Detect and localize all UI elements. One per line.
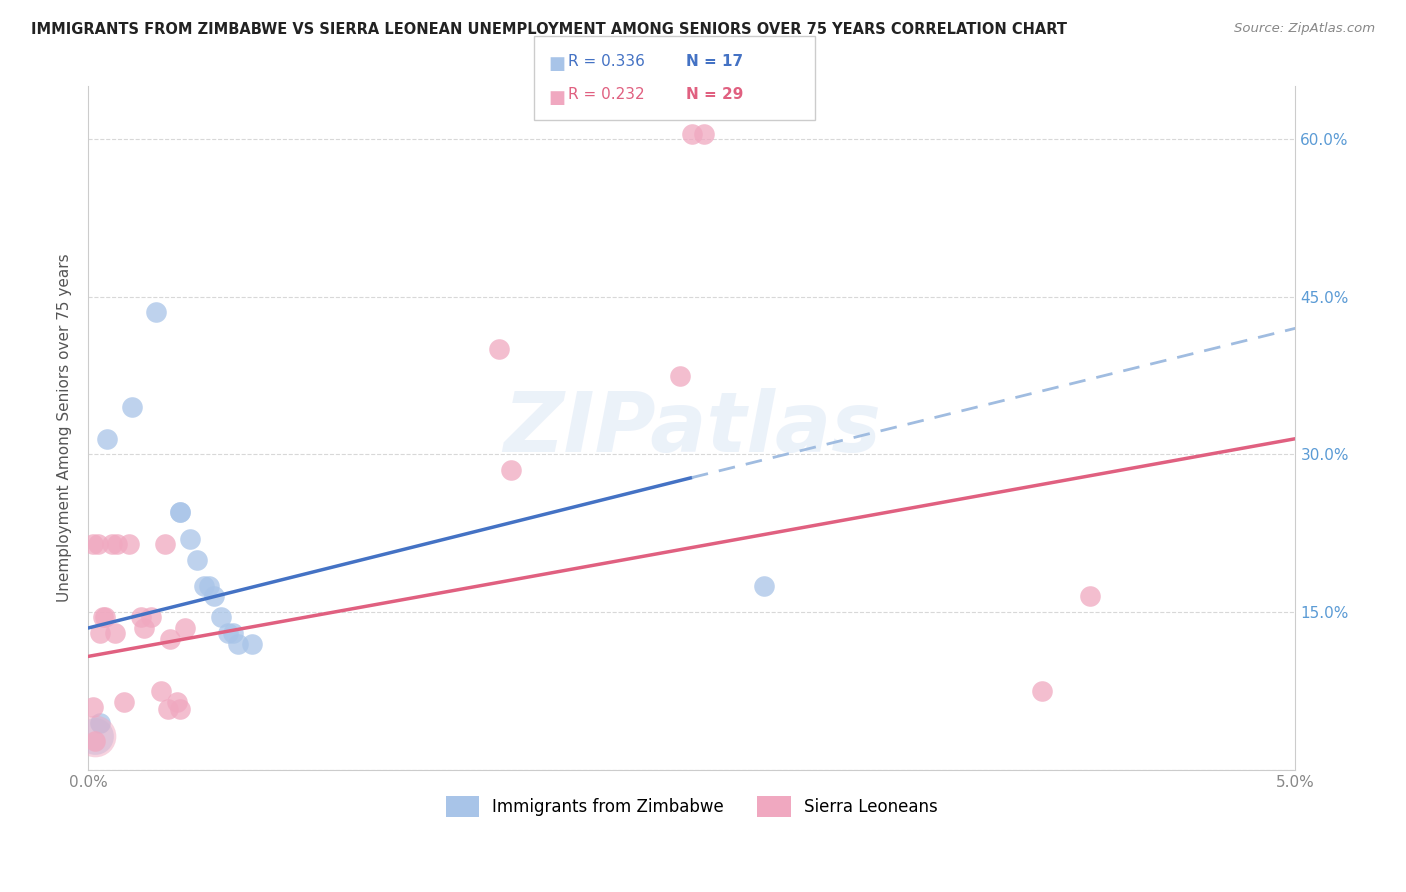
- Point: [499, 463, 522, 477]
- Text: ZIPatlas: ZIPatlas: [503, 388, 880, 468]
- Text: IMMIGRANTS FROM ZIMBABWE VS SIERRA LEONEAN UNEMPLOYMENT AMONG SENIORS OVER 75 YE: IMMIGRANTS FROM ZIMBABWE VS SIERRA LEONE…: [31, 22, 1067, 37]
- Text: ■: ■: [548, 89, 565, 107]
- Text: N = 17: N = 17: [686, 54, 744, 69]
- Point: [155, 537, 177, 551]
- Point: [84, 733, 107, 747]
- Text: Source: ZipAtlas.com: Source: ZipAtlas.com: [1234, 22, 1375, 36]
- Point: [1031, 684, 1053, 698]
- Y-axis label: Unemployment Among Seniors over 75 years: Unemployment Among Seniors over 75 years: [58, 254, 72, 602]
- Point: [145, 305, 167, 319]
- Point: [105, 537, 128, 551]
- Point: [209, 610, 232, 624]
- Point: [240, 637, 263, 651]
- Point: [89, 626, 111, 640]
- Point: [84, 729, 107, 743]
- Point: [693, 127, 716, 141]
- Text: N = 29: N = 29: [686, 87, 744, 103]
- Point: [186, 552, 208, 566]
- Point: [226, 637, 249, 651]
- Point: [156, 702, 179, 716]
- Point: [87, 537, 110, 551]
- Point: [169, 505, 191, 519]
- Point: [202, 590, 225, 604]
- Point: [193, 579, 215, 593]
- Point: [166, 695, 188, 709]
- Text: R = 0.336: R = 0.336: [568, 54, 645, 69]
- Point: [91, 610, 114, 624]
- Point: [159, 632, 181, 646]
- Point: [82, 699, 104, 714]
- Point: [94, 610, 117, 624]
- Point: [149, 684, 172, 698]
- Point: [112, 695, 135, 709]
- Point: [217, 626, 239, 640]
- Point: [198, 579, 221, 593]
- Point: [668, 368, 690, 383]
- Point: [169, 505, 191, 519]
- Point: [681, 127, 703, 141]
- Point: [121, 400, 143, 414]
- Point: [754, 579, 776, 593]
- Point: [118, 537, 141, 551]
- Point: [132, 621, 155, 635]
- Point: [82, 537, 104, 551]
- Point: [222, 626, 245, 640]
- Text: ■: ■: [548, 55, 565, 73]
- Point: [488, 343, 510, 357]
- Point: [173, 621, 195, 635]
- Point: [104, 626, 127, 640]
- Point: [139, 610, 162, 624]
- Point: [129, 610, 152, 624]
- Point: [89, 715, 111, 730]
- Point: [1078, 590, 1101, 604]
- Text: R = 0.232: R = 0.232: [568, 87, 644, 103]
- Legend: Immigrants from Zimbabwe, Sierra Leoneans: Immigrants from Zimbabwe, Sierra Leonean…: [439, 789, 945, 823]
- Point: [84, 729, 107, 743]
- Point: [101, 537, 124, 551]
- Point: [169, 702, 191, 716]
- Point: [179, 532, 201, 546]
- Point: [96, 432, 118, 446]
